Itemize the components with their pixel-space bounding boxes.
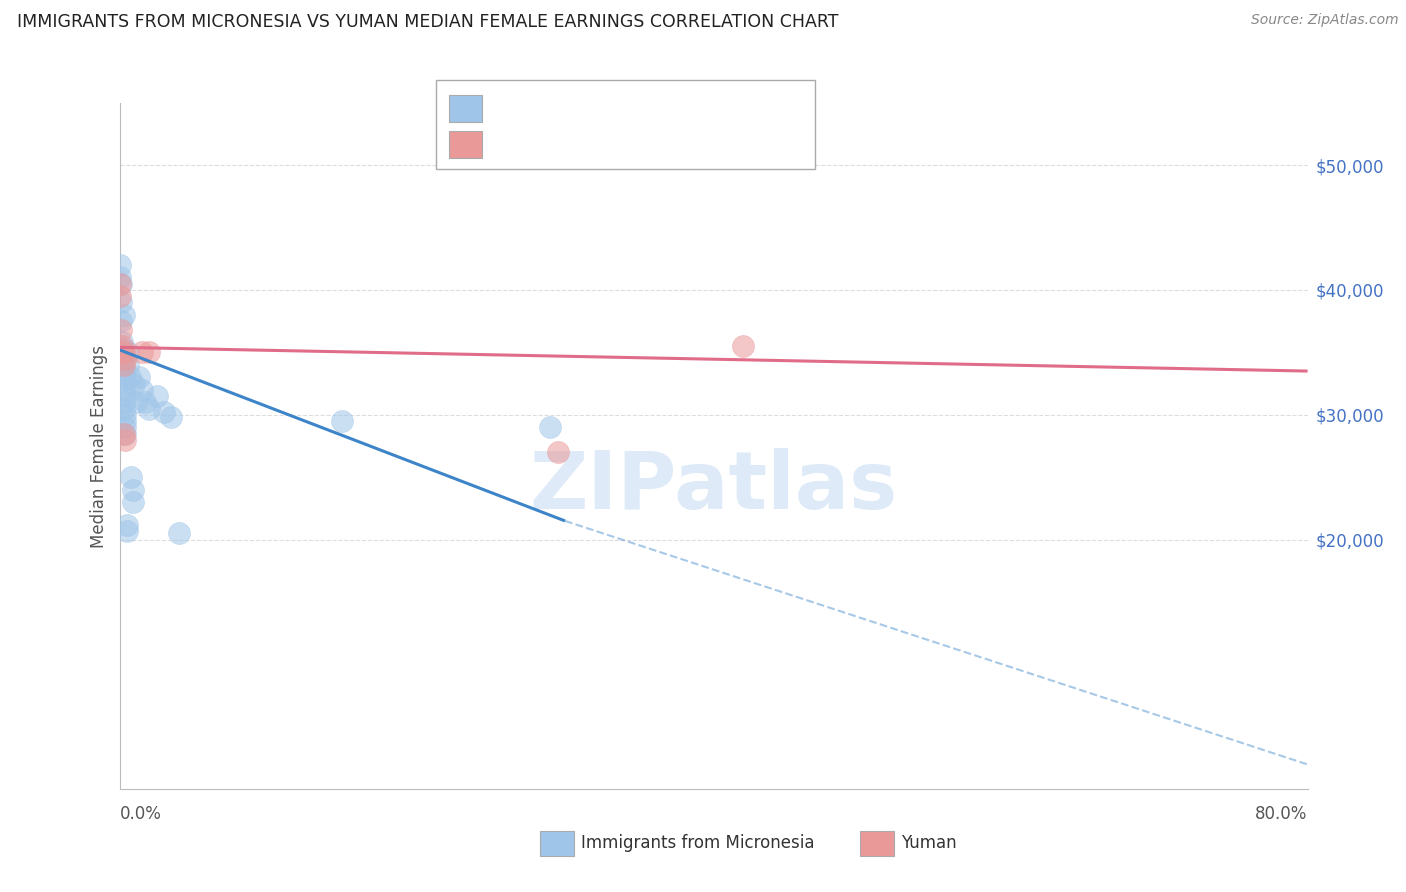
Point	[112, 383, 135, 397]
Point	[108, 289, 131, 303]
Text: 42: 42	[668, 100, 692, 118]
Text: R =: R =	[489, 137, 524, 152]
Point	[112, 308, 135, 322]
Point	[111, 345, 134, 359]
Point	[112, 345, 135, 359]
Point	[110, 277, 132, 291]
Point	[733, 339, 755, 353]
Point	[114, 433, 136, 447]
Point	[112, 395, 135, 409]
Point	[125, 395, 148, 409]
Text: 80.0%: 80.0%	[1256, 805, 1308, 822]
Point	[112, 360, 135, 375]
Point	[112, 426, 135, 441]
Text: Immigrants from Micronesia: Immigrants from Micronesia	[581, 834, 814, 852]
Text: N =: N =	[630, 137, 666, 152]
Point	[114, 408, 136, 422]
Point	[134, 395, 156, 409]
Text: -0.374: -0.374	[531, 100, 591, 118]
Point	[118, 370, 141, 384]
Point	[112, 401, 135, 416]
Point	[120, 470, 142, 484]
Text: 14: 14	[668, 136, 690, 153]
Point	[122, 495, 145, 509]
Point	[145, 389, 167, 403]
Point	[108, 270, 131, 285]
Point	[108, 277, 131, 291]
Text: Source: ZipAtlas.com: Source: ZipAtlas.com	[1251, 13, 1399, 28]
Point	[114, 414, 136, 428]
Point	[538, 420, 561, 434]
Point	[111, 342, 134, 356]
Point	[111, 345, 134, 359]
Point	[131, 345, 153, 359]
Point	[112, 389, 135, 403]
Point	[114, 351, 136, 366]
Point	[110, 295, 132, 310]
Text: R =: R =	[489, 102, 524, 116]
Point	[122, 483, 145, 497]
Point	[111, 348, 134, 362]
Point	[112, 373, 135, 387]
Text: ZIPatlas: ZIPatlas	[530, 448, 897, 526]
Point	[330, 414, 353, 428]
Point	[111, 335, 134, 350]
Point	[111, 354, 134, 368]
Point	[114, 426, 136, 441]
Point	[131, 383, 153, 397]
Text: IMMIGRANTS FROM MICRONESIA VS YUMAN MEDIAN FEMALE EARNINGS CORRELATION CHART: IMMIGRANTS FROM MICRONESIA VS YUMAN MEDI…	[17, 13, 838, 31]
Text: N =: N =	[630, 102, 666, 116]
Point	[138, 401, 160, 416]
Point	[115, 517, 138, 532]
Point	[108, 258, 131, 272]
Point	[112, 367, 135, 381]
Point	[110, 314, 132, 328]
Point	[115, 524, 138, 538]
Y-axis label: Median Female Earnings: Median Female Earnings	[90, 344, 108, 548]
Point	[111, 339, 134, 353]
Point	[114, 420, 136, 434]
Point	[138, 345, 160, 359]
Point	[167, 526, 190, 541]
Point	[160, 410, 183, 425]
Text: 0.0%: 0.0%	[120, 805, 162, 822]
Point	[117, 358, 139, 372]
Point	[128, 370, 150, 384]
Point	[124, 376, 146, 391]
Point	[547, 445, 569, 459]
Point	[153, 405, 176, 419]
Text: -0.178: -0.178	[531, 136, 591, 153]
Point	[112, 358, 135, 372]
Point	[117, 345, 139, 359]
Point	[110, 323, 132, 337]
Text: Yuman: Yuman	[901, 834, 957, 852]
